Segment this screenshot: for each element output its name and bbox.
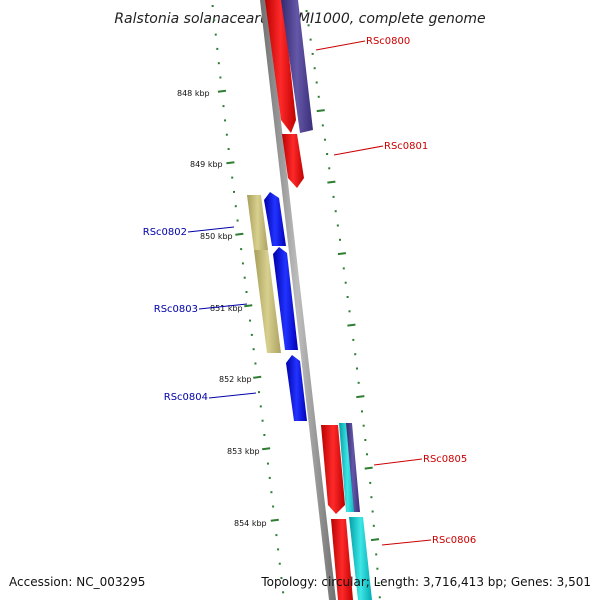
callout-line-rsc0805: [373, 458, 423, 466]
major-tick-left: [270, 518, 279, 522]
major-tick-left: [244, 304, 253, 308]
feature-rsc0801-block: [282, 134, 304, 188]
gene-label-rsc0803[interactable]: RSc0803: [154, 304, 198, 315]
major-tick-right: [356, 395, 365, 399]
kbp-label: 852 kbp: [219, 375, 252, 384]
feature-khaki-block-lower: [254, 250, 281, 353]
major-tick-right: [327, 180, 336, 184]
feature-rsc0805-block: [321, 425, 345, 514]
callout-line-rsc0803: [198, 303, 248, 310]
major-tick-right: [370, 538, 380, 542]
gene-label-rsc0804[interactable]: RSc0804: [164, 392, 208, 403]
feature-cyan-block-lower: [349, 517, 372, 600]
major-tick-right: [337, 252, 347, 256]
major-tick-right: [316, 109, 325, 113]
feature-rsc0800-block: [265, 0, 296, 133]
kbp-label: 853 kbp: [227, 447, 260, 456]
genome-summary-text: Topology: circular; Length: 3,716,413 bp…: [261, 575, 591, 589]
feature-rsc0803-block: [273, 247, 298, 350]
feature-rsc0804-block: [286, 355, 307, 421]
kbp-label: 851 kbp: [210, 304, 243, 313]
gene-label-rsc0805[interactable]: RSc0805: [423, 454, 467, 465]
major-tick-left: [217, 89, 227, 93]
gene-label-rsc0806[interactable]: RSc0806: [432, 535, 476, 546]
kbp-label: 850 kbp: [200, 232, 233, 241]
major-tick-right: [347, 323, 356, 327]
gene-label-rsc0802[interactable]: RSc0802: [143, 227, 187, 238]
major-tick-left: [235, 232, 244, 236]
kbp-labels: 848 kbp 849 kbp 850 kbp 851 kbp 852 kbp …: [177, 89, 267, 528]
major-tick-left: [226, 161, 235, 165]
major-tick-left: [253, 375, 262, 379]
callout-line-rsc0801: [333, 145, 384, 156]
feature-slate-block-upper: [346, 423, 360, 512]
gene-label-rsc0800[interactable]: RSc0800: [366, 36, 410, 47]
feature-cyan-block-upper: [339, 423, 356, 512]
kbp-label: 854 kbp: [234, 519, 267, 528]
feature-rsc0802-block: [264, 192, 286, 246]
callout-line-rsc0802: [187, 226, 235, 233]
callout-line-rsc0806: [381, 539, 432, 546]
kbp-label: 848 kbp: [177, 89, 210, 98]
genome-backbone: [260, 0, 336, 600]
major-tick-left: [262, 447, 271, 451]
feature-khaki-block-upper: [247, 195, 268, 250]
major-tick-right: [364, 466, 373, 470]
kbp-label: 849 kbp: [190, 160, 223, 169]
feature-rsc0806-block: [331, 519, 353, 600]
callout-line-rsc0800: [315, 40, 366, 51]
accession-text: Accession: NC_003295: [9, 575, 146, 589]
callout-line-rsc0804: [208, 392, 257, 399]
feature-slate-block-top: [281, 0, 313, 133]
gene-label-rsc0801[interactable]: RSc0801: [384, 141, 428, 152]
tick-tracks: [211, 5, 381, 599]
